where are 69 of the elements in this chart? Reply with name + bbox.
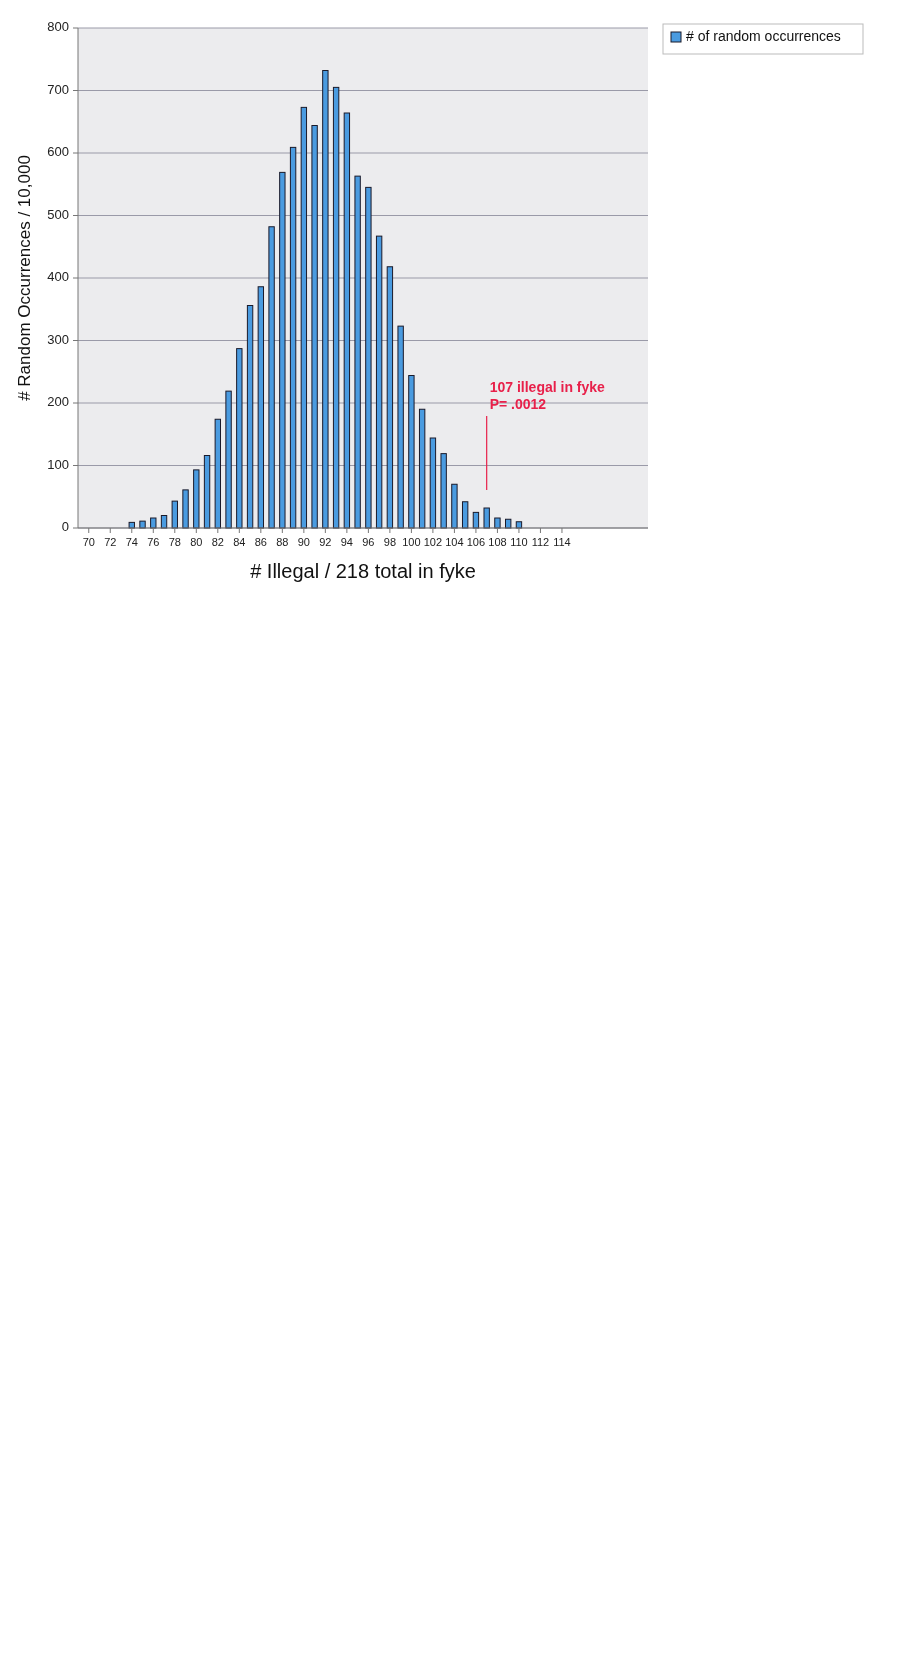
x-tick-label: 102 bbox=[423, 536, 443, 548]
bar bbox=[483, 507, 490, 529]
bar bbox=[246, 305, 254, 529]
x-tick-label: 106 bbox=[466, 536, 486, 548]
bar bbox=[257, 286, 265, 529]
x-tick-label: 112 bbox=[531, 536, 550, 548]
bar bbox=[505, 518, 512, 529]
bar bbox=[139, 520, 146, 529]
x-tick-label: 90 bbox=[297, 536, 310, 548]
bar bbox=[203, 455, 211, 529]
bar bbox=[171, 500, 178, 529]
bar bbox=[214, 418, 221, 529]
bar bbox=[494, 517, 501, 529]
y-tick-label: 400 bbox=[47, 269, 69, 285]
bar bbox=[300, 106, 308, 529]
bar bbox=[440, 453, 447, 529]
y-tick-label: 300 bbox=[47, 331, 69, 347]
x-tick-label: 98 bbox=[383, 536, 397, 548]
bar bbox=[429, 437, 437, 529]
bar bbox=[279, 171, 286, 529]
bar bbox=[451, 483, 458, 529]
x-tick-label: 80 bbox=[190, 536, 203, 548]
x-tick-label: 72 bbox=[104, 536, 117, 548]
x-tick-label: 96 bbox=[362, 536, 375, 548]
x-tick-label: 78 bbox=[168, 536, 181, 548]
x-tick-label: 110 bbox=[510, 536, 528, 548]
x-tick-label: 76 bbox=[147, 536, 160, 548]
bar bbox=[375, 235, 383, 529]
bar bbox=[343, 112, 351, 529]
y-tick-label: 700 bbox=[47, 81, 69, 97]
bar bbox=[332, 86, 340, 529]
bar bbox=[418, 408, 426, 529]
legend-label: # of random occurrences bbox=[686, 27, 841, 44]
x-tick-label: 70 bbox=[82, 536, 95, 548]
bar bbox=[354, 175, 361, 529]
bar bbox=[268, 226, 275, 529]
y-axis-title: # Random Occurrences / 10,000 bbox=[15, 155, 34, 401]
x-tick-label: 84 bbox=[233, 536, 246, 548]
x-tick-label: 94 bbox=[340, 536, 353, 548]
bar bbox=[386, 266, 394, 529]
bar bbox=[225, 390, 232, 529]
bar bbox=[182, 489, 189, 529]
bar bbox=[236, 348, 243, 529]
bar bbox=[461, 501, 469, 529]
y-tick-label: 600 bbox=[47, 144, 69, 160]
bar bbox=[397, 325, 404, 529]
bar bbox=[311, 125, 318, 529]
y-tick-label: 500 bbox=[47, 206, 69, 222]
ref-line-label: 107 illegal in fyke P= .0012 bbox=[489, 379, 606, 412]
bar bbox=[193, 469, 200, 529]
x-tick-label: 74 bbox=[125, 536, 138, 548]
bar bbox=[365, 186, 372, 529]
bar bbox=[322, 70, 329, 529]
y-tick-label: 100 bbox=[47, 456, 69, 472]
x-tick-label: 82 bbox=[211, 536, 224, 548]
x-tick-label: 104 bbox=[445, 536, 464, 548]
bar bbox=[289, 146, 297, 529]
y-tick-label: 200 bbox=[47, 394, 69, 410]
x-axis-title: # Illegal / 218 total in fyke bbox=[250, 560, 476, 582]
bar bbox=[408, 375, 415, 529]
y-tick-label: 0 bbox=[61, 519, 69, 535]
x-tick-label: 108 bbox=[488, 536, 507, 548]
y-tick-label: 800 bbox=[47, 19, 69, 35]
x-tick-label: 92 bbox=[319, 536, 332, 548]
bar bbox=[150, 517, 157, 529]
x-tick-label: 114 bbox=[553, 536, 571, 548]
x-tick-label: 100 bbox=[402, 536, 421, 548]
x-tick-label: 88 bbox=[276, 536, 289, 548]
x-tick-label: 86 bbox=[254, 536, 267, 548]
